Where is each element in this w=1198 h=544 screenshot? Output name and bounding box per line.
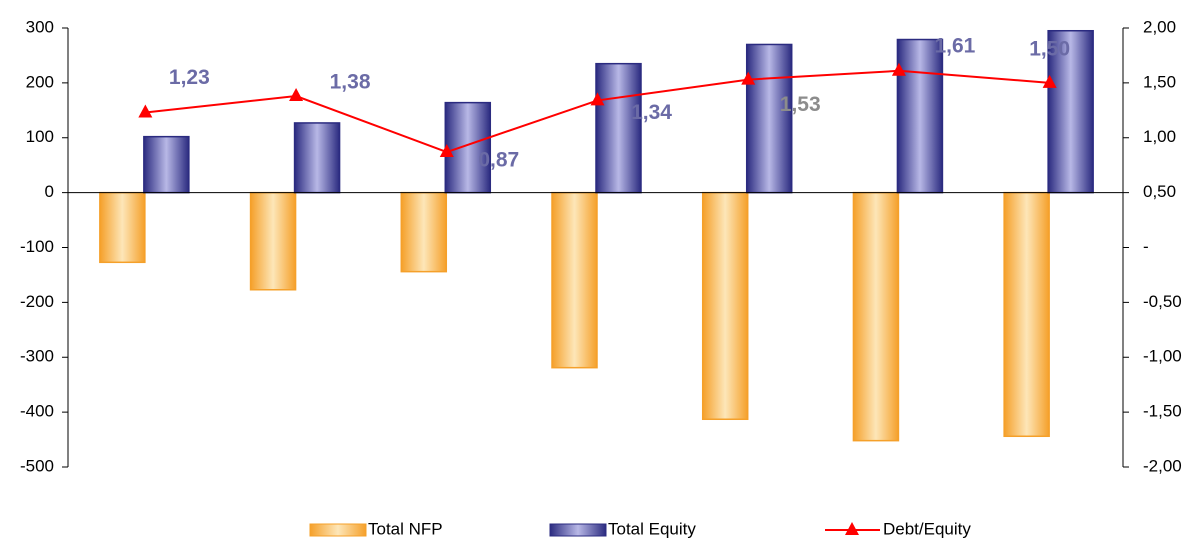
legend-swatch xyxy=(309,523,367,537)
legend-label: Debt/Equity xyxy=(883,519,971,538)
bar xyxy=(293,122,341,194)
y2-tick-label: -2,00 xyxy=(1143,456,1182,475)
y-tick-label: -500 xyxy=(20,456,54,475)
y-tick-label: -100 xyxy=(20,237,54,256)
y2-tick-label: 1,00 xyxy=(1143,127,1176,146)
legend-marker xyxy=(845,522,859,535)
value-label: 1,53 xyxy=(780,93,821,116)
y-tick-label: 0 xyxy=(45,182,54,201)
bar xyxy=(400,191,448,273)
bar xyxy=(551,191,598,369)
y-tick-label: -200 xyxy=(20,292,54,311)
value-label: 1,38 xyxy=(330,71,371,94)
value-label: 0,87 xyxy=(478,149,519,172)
value-label: 1,23 xyxy=(169,66,210,89)
marker xyxy=(590,92,605,106)
bar xyxy=(745,43,793,194)
marker xyxy=(1042,74,1057,88)
y2-tick-label: -1,00 xyxy=(1143,347,1182,366)
y-tick-label: 100 xyxy=(26,127,54,146)
bar xyxy=(249,191,297,291)
y2-tick-label: 0,50 xyxy=(1143,182,1176,201)
marker xyxy=(138,104,153,118)
value-label: 1,50 xyxy=(1029,37,1070,60)
legend-label: Total NFP xyxy=(368,519,443,538)
marker xyxy=(891,62,906,76)
value-label: 1,34 xyxy=(631,101,672,124)
bar xyxy=(896,38,944,194)
bar xyxy=(595,62,642,194)
value-label: 1,61 xyxy=(934,34,975,57)
y-tick-label: -400 xyxy=(20,402,54,421)
legend-swatch xyxy=(549,523,607,537)
y2-tick-label: 2,00 xyxy=(1143,17,1176,36)
bar xyxy=(701,191,749,421)
y-tick-label: -300 xyxy=(20,347,54,366)
legend-label: Total Equity xyxy=(608,519,696,538)
bar xyxy=(852,191,900,442)
marker xyxy=(439,144,454,158)
bar xyxy=(1003,191,1050,438)
y-tick-label: 200 xyxy=(26,72,54,91)
y2-tick-label: - xyxy=(1143,237,1149,256)
bar xyxy=(143,135,190,194)
y2-tick-label: -1,50 xyxy=(1143,402,1182,421)
marker xyxy=(289,88,304,102)
y2-tick-label: 1,50 xyxy=(1143,72,1176,91)
y2-tick-label: -0,50 xyxy=(1143,292,1182,311)
marker xyxy=(741,71,756,85)
bar xyxy=(1047,29,1094,194)
y-tick-label: 300 xyxy=(26,17,54,36)
bar xyxy=(99,191,146,264)
